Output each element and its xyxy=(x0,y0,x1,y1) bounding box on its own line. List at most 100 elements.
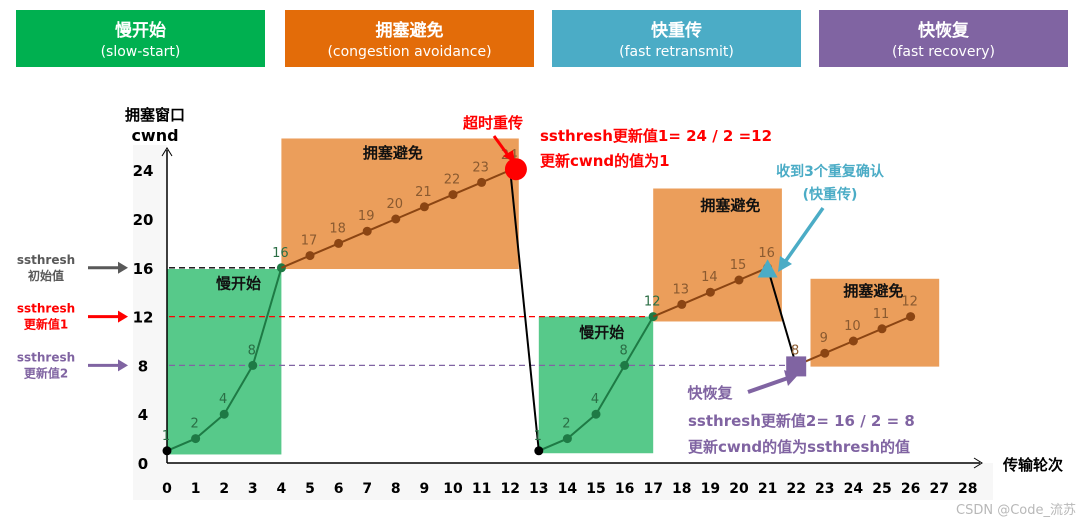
data-point-label: 4 xyxy=(591,392,599,407)
region-label: 慢开始 xyxy=(579,323,624,341)
phase-region-4 xyxy=(653,188,782,322)
threshold-label: 更新值1 xyxy=(24,317,68,332)
data-point-label: 22 xyxy=(444,173,461,188)
y-tick-label: 8 xyxy=(138,357,148,375)
data-point xyxy=(419,202,429,212)
data-point-label: 23 xyxy=(472,160,489,175)
x-tick-label: 26 xyxy=(901,481,920,497)
x-tick-label: 2 xyxy=(219,481,229,497)
data-point-label: 8 xyxy=(619,343,627,358)
phase-subtitle: (congestion avoidance) xyxy=(327,44,492,60)
x-tick-label: 9 xyxy=(420,481,430,497)
y-tick-label: 24 xyxy=(133,162,154,180)
cwnd-set-text: 更新cwnd的值为ssthresh的值 xyxy=(688,438,910,456)
dup-ack-arrow-shaft xyxy=(783,206,825,264)
x-tick-label: 4 xyxy=(277,481,287,497)
y-tick-label: 0 xyxy=(138,455,148,473)
x-tick-label: 5 xyxy=(305,481,315,497)
data-point xyxy=(620,360,630,370)
region-label: 拥塞避免 xyxy=(363,144,423,162)
data-point-label: 11 xyxy=(873,307,890,322)
phase-header-1: 慢开始 (slow-start) xyxy=(16,10,265,67)
data-point xyxy=(219,409,229,419)
phase-header-3: 快重传 (fast retransmit) xyxy=(552,10,801,67)
data-point xyxy=(248,360,258,370)
x-axis-arrow-icon xyxy=(973,457,983,469)
fast-recovery-arrow-shaft xyxy=(747,376,789,394)
x-tick-label: 18 xyxy=(672,481,691,497)
data-point-label: 8 xyxy=(791,343,799,358)
data-point-label: 21 xyxy=(415,185,432,200)
x-tick-label: 13 xyxy=(529,481,548,497)
y-axis-arrow-icon xyxy=(161,147,173,157)
phase-subtitle: (fast recovery) xyxy=(892,44,995,60)
phase-region-1 xyxy=(167,269,282,455)
data-point xyxy=(305,251,315,261)
x-tick-label: 15 xyxy=(586,481,605,497)
x-tick-label: 17 xyxy=(643,481,662,497)
phase-title: 慢开始 xyxy=(115,21,166,41)
x-tick-label: 1 xyxy=(191,481,201,497)
x-tick-label: 28 xyxy=(958,481,977,497)
series-line-fast-recovery-drop xyxy=(766,267,798,366)
threshold-label: 更新值2 xyxy=(24,365,68,380)
phase-region-5 xyxy=(810,278,940,367)
phase-region-3 xyxy=(538,316,654,454)
x-tick-label: 6 xyxy=(334,481,344,497)
y-tick-label: 20 xyxy=(133,211,154,229)
data-point xyxy=(734,275,744,285)
data-point-label: 1 xyxy=(162,429,170,444)
timeout-label: 超时重传 xyxy=(462,114,523,132)
data-point xyxy=(848,336,858,346)
region-label: 拥塞避免 xyxy=(843,282,903,300)
x-tick-label: 16 xyxy=(615,481,634,497)
data-point-label: 8 xyxy=(248,343,256,358)
series-line-timeout-drop xyxy=(509,170,540,451)
data-point xyxy=(677,299,687,309)
data-point-label: 15 xyxy=(730,258,747,273)
data-point-label: 10 xyxy=(844,319,861,334)
data-point-label: 19 xyxy=(358,209,375,224)
x-tick-label: 8 xyxy=(391,481,401,497)
phase-title: 拥塞避免 xyxy=(375,21,444,41)
y-tick-label: 12 xyxy=(133,309,154,327)
data-point xyxy=(448,190,458,200)
data-point xyxy=(705,287,715,297)
data-point-label: 12 xyxy=(644,295,661,310)
fast-recovery-label: 快恢复 xyxy=(687,384,733,402)
y-tick-label: 4 xyxy=(138,406,148,424)
data-point-label: 13 xyxy=(673,282,690,297)
threshold-label: 初始值 xyxy=(28,268,64,283)
x-tick-label: 19 xyxy=(701,481,720,497)
fast-retransmit-marker xyxy=(757,259,778,278)
ssthresh-update1-text: ssthresh更新值1= 24 / 2 =12 xyxy=(540,127,772,145)
dup-ack-text: (快重传) xyxy=(803,186,858,203)
region-label: 拥塞避免 xyxy=(700,196,760,214)
dup-ack-text: 收到3个重复确认 xyxy=(776,163,885,180)
data-point-label: 14 xyxy=(701,270,718,285)
phase-subtitle: (slow-start) xyxy=(100,44,181,60)
threshold-arrow-icon xyxy=(118,261,128,274)
y-tick-label: 16 xyxy=(133,260,154,278)
data-point xyxy=(191,434,201,444)
x-tick-label: 11 xyxy=(472,481,491,497)
x-tick-label: 12 xyxy=(500,481,519,497)
timeout-arrow-icon xyxy=(503,150,515,163)
data-point xyxy=(162,446,172,456)
region-label: 慢开始 xyxy=(216,275,261,293)
phase-header-2: 拥塞避免 (congestion avoidance) xyxy=(285,10,534,67)
y-axis-label: cwnd xyxy=(131,126,178,145)
x-tick-label: 10 xyxy=(443,481,463,497)
phase-subtitle: (fast retransmit) xyxy=(619,44,734,60)
threshold-arrow-icon xyxy=(118,359,128,372)
cwnd-reset-text: 更新cwnd的值为1 xyxy=(540,152,670,170)
data-point xyxy=(562,434,572,444)
x-tick-label: 23 xyxy=(815,481,834,497)
fast-recovery-arrow-icon xyxy=(784,370,798,386)
x-tick-label: 24 xyxy=(844,481,864,497)
x-tick-label: 20 xyxy=(729,481,749,497)
data-point-label: 16 xyxy=(272,246,289,261)
phase-title: 快恢复 xyxy=(918,21,969,41)
